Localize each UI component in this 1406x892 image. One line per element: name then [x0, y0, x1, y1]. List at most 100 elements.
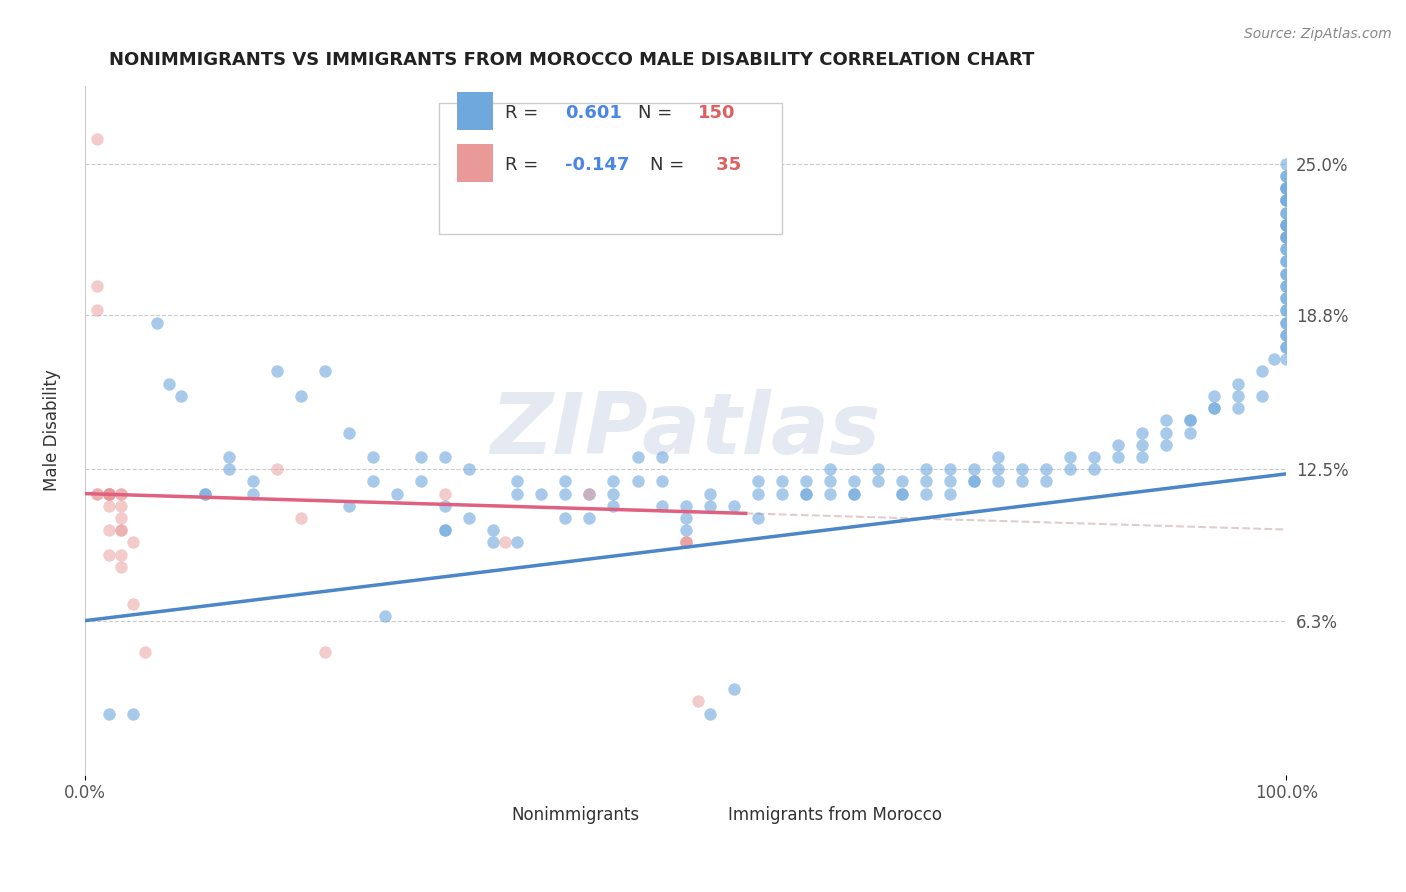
- Point: [987, 450, 1010, 464]
- Point: [1130, 438, 1153, 452]
- Point: [842, 475, 865, 489]
- Point: [1275, 242, 1298, 256]
- Point: [939, 486, 962, 500]
- Point: [1275, 194, 1298, 208]
- Point: [506, 475, 529, 489]
- Point: [1275, 242, 1298, 256]
- Point: [1180, 413, 1202, 427]
- Point: [97, 486, 120, 500]
- Point: [494, 535, 516, 549]
- Point: [86, 486, 108, 500]
- Point: [1275, 279, 1298, 293]
- Point: [1251, 364, 1274, 378]
- Point: [554, 475, 576, 489]
- Point: [626, 450, 648, 464]
- Point: [578, 486, 600, 500]
- Point: [554, 486, 576, 500]
- Text: Source: ZipAtlas.com: Source: ZipAtlas.com: [1244, 27, 1392, 41]
- Point: [434, 486, 457, 500]
- Point: [110, 486, 132, 500]
- Point: [1275, 327, 1298, 342]
- Point: [1156, 413, 1178, 427]
- Point: [1275, 303, 1298, 318]
- Point: [1275, 218, 1298, 232]
- Point: [290, 389, 312, 403]
- Point: [97, 486, 120, 500]
- Point: [987, 475, 1010, 489]
- Point: [675, 523, 697, 537]
- Point: [1107, 438, 1129, 452]
- Point: [157, 376, 180, 391]
- Point: [530, 486, 553, 500]
- Point: [110, 560, 132, 574]
- Point: [121, 535, 143, 549]
- Point: [699, 499, 721, 513]
- Point: [110, 499, 132, 513]
- Point: [506, 535, 529, 549]
- Point: [794, 486, 817, 500]
- Point: [1275, 352, 1298, 367]
- Point: [1035, 475, 1057, 489]
- Text: N =: N =: [637, 104, 678, 122]
- Point: [939, 462, 962, 476]
- Point: [890, 486, 912, 500]
- Point: [482, 535, 505, 549]
- Point: [86, 279, 108, 293]
- Point: [963, 475, 986, 489]
- Point: [1275, 340, 1298, 354]
- Point: [1156, 425, 1178, 440]
- Point: [121, 597, 143, 611]
- Point: [770, 475, 793, 489]
- Point: [411, 450, 433, 464]
- Point: [1180, 425, 1202, 440]
- Point: [747, 486, 769, 500]
- Point: [86, 303, 108, 318]
- Point: [699, 486, 721, 500]
- Point: [794, 475, 817, 489]
- Point: [602, 475, 624, 489]
- Point: [110, 511, 132, 525]
- Point: [675, 511, 697, 525]
- Point: [1275, 254, 1298, 268]
- Point: [842, 486, 865, 500]
- Point: [242, 475, 264, 489]
- Point: [110, 523, 132, 537]
- Point: [1275, 230, 1298, 244]
- Point: [482, 523, 505, 537]
- Point: [361, 450, 384, 464]
- Point: [890, 486, 912, 500]
- Point: [987, 462, 1010, 476]
- Point: [1204, 401, 1226, 415]
- Point: [97, 523, 120, 537]
- Point: [1275, 205, 1298, 219]
- Point: [266, 364, 288, 378]
- Point: [602, 486, 624, 500]
- Point: [1275, 340, 1298, 354]
- Point: [578, 486, 600, 500]
- Point: [963, 475, 986, 489]
- Point: [411, 475, 433, 489]
- Point: [747, 511, 769, 525]
- Point: [770, 486, 793, 500]
- FancyBboxPatch shape: [457, 145, 494, 182]
- Point: [675, 535, 697, 549]
- Point: [434, 499, 457, 513]
- Point: [314, 645, 336, 659]
- Point: [1083, 450, 1105, 464]
- Point: [1227, 376, 1250, 391]
- Point: [1059, 462, 1081, 476]
- FancyBboxPatch shape: [686, 805, 716, 823]
- Text: 150: 150: [697, 104, 735, 122]
- Point: [1275, 169, 1298, 183]
- Point: [818, 486, 841, 500]
- Point: [1275, 303, 1298, 318]
- Point: [218, 462, 240, 476]
- Text: ZIPatlas: ZIPatlas: [491, 389, 880, 472]
- Point: [554, 511, 576, 525]
- Point: [314, 364, 336, 378]
- Point: [1107, 450, 1129, 464]
- Point: [578, 511, 600, 525]
- Point: [385, 486, 408, 500]
- Point: [1275, 327, 1298, 342]
- Point: [1227, 401, 1250, 415]
